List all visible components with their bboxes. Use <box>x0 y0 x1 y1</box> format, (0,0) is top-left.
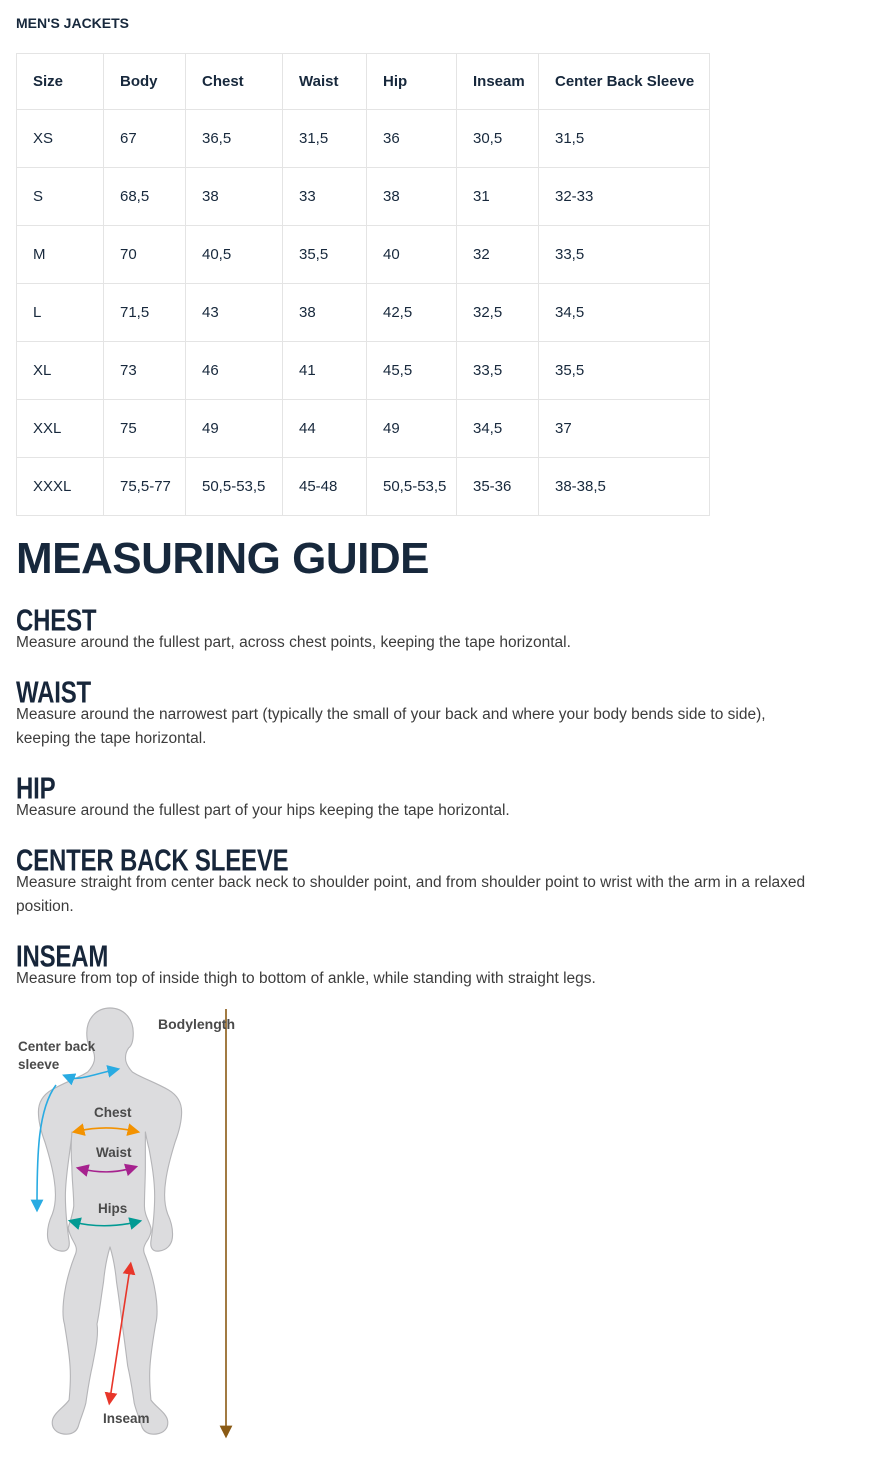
svg-text:Waist: Waist <box>96 1145 132 1160</box>
svg-text:sleeve: sleeve <box>18 1057 60 1072</box>
svg-text:Bodylength: Bodylength <box>158 1016 235 1032</box>
svg-text:Inseam: Inseam <box>103 1411 150 1426</box>
svg-text:Hips: Hips <box>98 1201 127 1216</box>
svg-text:Center back: Center back <box>18 1039 96 1054</box>
svg-text:Chest: Chest <box>94 1105 132 1120</box>
